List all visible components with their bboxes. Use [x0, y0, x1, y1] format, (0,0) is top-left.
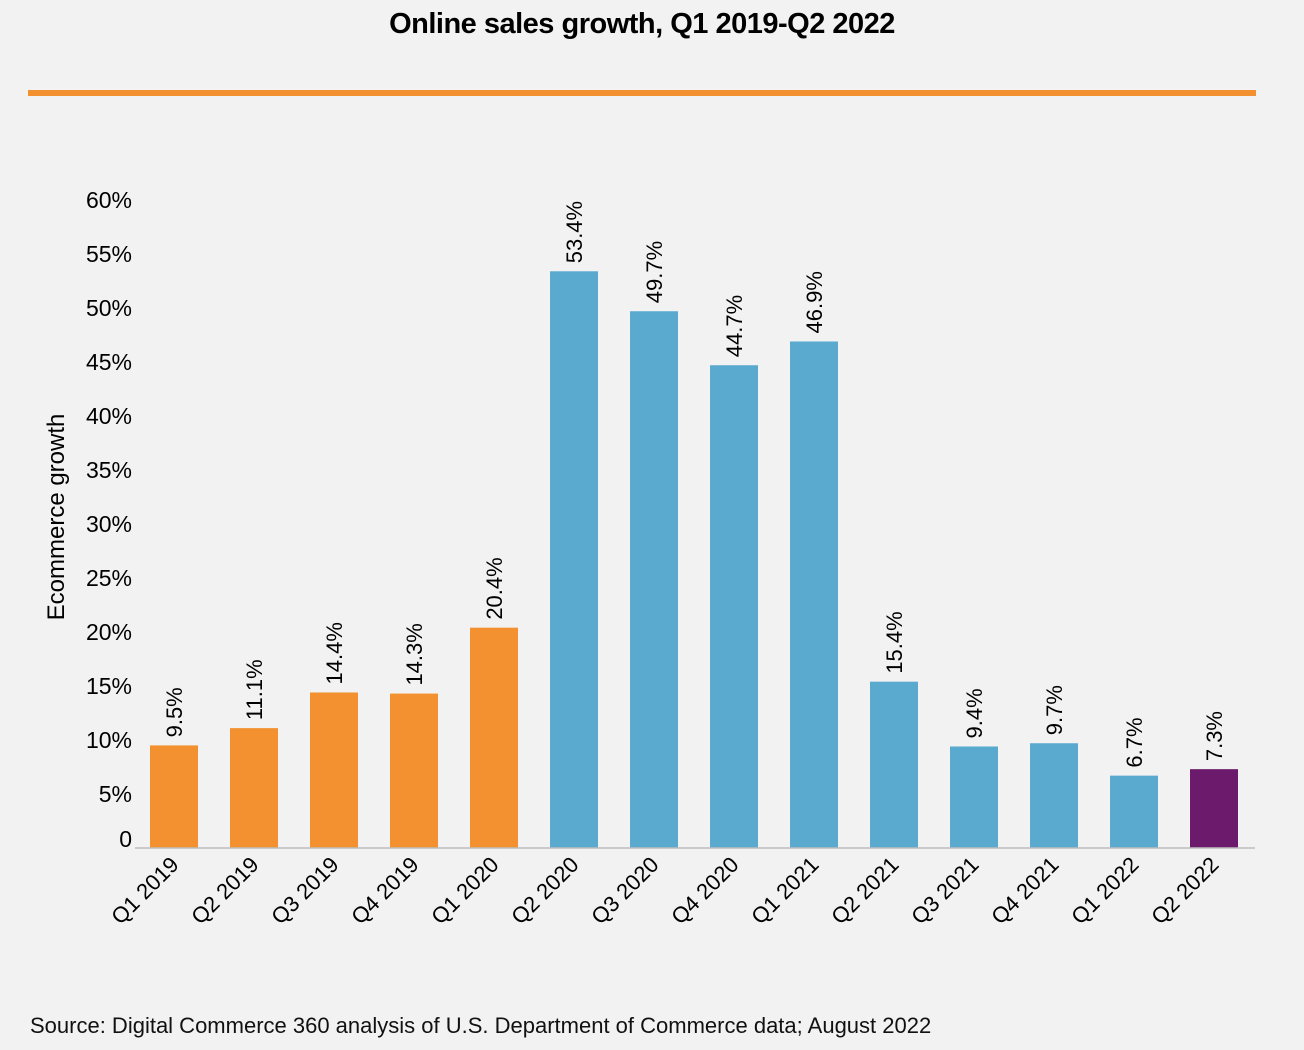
y-tick-label: 20% [86, 619, 132, 645]
bar-q2-2019 [230, 728, 278, 848]
data-label: 53.4% [562, 201, 587, 263]
bar-q4-2021 [1030, 743, 1078, 848]
x-tick-label: Q3 2019 [266, 852, 343, 929]
y-tick-label: 40% [86, 403, 132, 429]
bar-q3-2019 [310, 692, 358, 848]
bar-q4-2019 [390, 693, 438, 848]
data-label: 14.3% [402, 623, 427, 685]
x-tick-label: Q2 2021 [826, 852, 903, 929]
y-tick-label: 45% [86, 349, 132, 375]
bar-q2-2020 [550, 271, 598, 848]
x-tick-label: Q2 2022 [1146, 852, 1223, 929]
bar-q2-2021 [870, 681, 918, 848]
x-tick-label: Q3 2020 [586, 852, 663, 929]
y-tick-label: 60% [86, 187, 132, 213]
x-tick-label: Q1 2019 [106, 852, 183, 929]
x-tick-label: Q2 2019 [186, 852, 263, 929]
y-tick-label: 5% [99, 781, 132, 807]
x-tick-label: Q4 2020 [666, 852, 743, 929]
bars-group: 9.5% 11.1% 14.4% 14.3% 20.4% 53.4% 49.7% 44.7% 4… [150, 201, 1238, 848]
data-label: 9.4% [962, 688, 987, 738]
data-label: 9.5% [162, 687, 187, 737]
y-axis-ticks: 0 5% 10% 15% 20% 25% 30% 35% 40% 45% 50% 55% 60% [86, 187, 132, 852]
y-tick-label: 10% [86, 727, 132, 753]
data-label: 11.1% [242, 659, 267, 720]
title-underline-rule [28, 90, 1256, 96]
bar-q2-2022 [1190, 769, 1238, 848]
data-label: 49.7% [642, 241, 667, 303]
bar-q1-2019 [150, 745, 198, 848]
x-tick-label: Q3 2021 [906, 852, 983, 929]
bar-q3-2020 [630, 311, 678, 848]
data-label: 7.3% [1202, 711, 1227, 761]
x-tick-label: Q1 2021 [746, 852, 823, 929]
data-label: 9.7% [1042, 685, 1067, 735]
x-tick-label: Q2 2020 [506, 852, 583, 929]
data-label: 15.4% [882, 611, 907, 673]
bar-q1-2021 [790, 341, 838, 848]
data-label: 46.9% [802, 271, 827, 333]
y-tick-label: 35% [86, 457, 132, 483]
y-tick-label: 50% [86, 295, 132, 321]
y-tick-label: 25% [86, 565, 132, 591]
bar-q3-2021 [950, 746, 998, 848]
data-label: 44.7% [722, 295, 747, 357]
x-tick-label: Q1 2022 [1066, 852, 1143, 929]
data-label: 6.7% [1122, 717, 1147, 767]
y-tick-label: 0 [119, 826, 132, 852]
x-axis-ticks: Q1 2019 Q2 2019 Q3 2019 Q4 2019 Q1 2020 Q2 20… [106, 852, 1223, 929]
y-axis-label: Ecommerce growth [43, 414, 70, 621]
bar-chart: 0 5% 10% 15% 20% 25% 30% 35% 40% 45% 50% 55% 60% Eco… [43, 187, 1255, 929]
data-label: 14.4% [322, 622, 347, 684]
bar-q1-2022 [1110, 775, 1158, 848]
y-tick-label: 55% [86, 241, 132, 267]
x-tick-label: Q1 2020 [426, 852, 503, 929]
data-label: 20.4% [482, 557, 507, 619]
y-tick-label: 15% [86, 673, 132, 699]
chart-title: Online sales growth, Q1 2019-Q2 2022 [389, 8, 895, 40]
x-tick-label: Q4 2019 [346, 852, 423, 929]
x-tick-label: Q4 2021 [986, 852, 1063, 929]
source-note: Source: Digital Commerce 360 analysis of… [30, 1013, 932, 1038]
bar-q4-2020 [710, 365, 758, 848]
bar-q1-2020 [470, 627, 518, 848]
y-tick-label: 30% [86, 511, 132, 537]
